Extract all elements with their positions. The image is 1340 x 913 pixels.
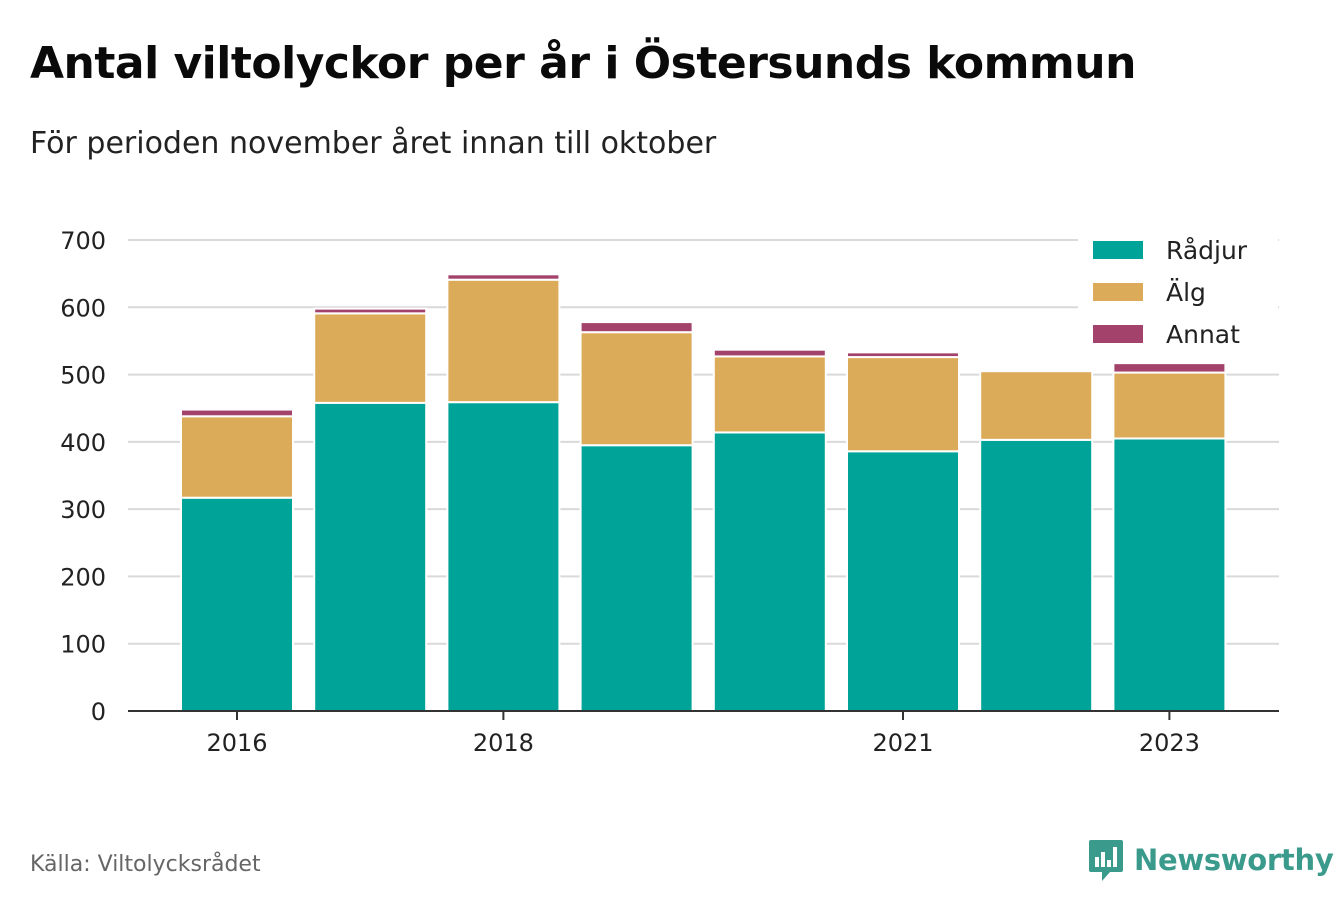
brand-logo[interactable]: Newsworthy xyxy=(1088,838,1334,882)
bar-segment-annat xyxy=(712,348,827,358)
bars xyxy=(180,273,1227,712)
bar-stack xyxy=(579,321,694,712)
y-tick-label: 600 xyxy=(60,294,106,322)
bar-segment-alg xyxy=(579,331,694,447)
bar-stack xyxy=(180,408,294,712)
x-tick-label: 2023 xyxy=(1139,729,1200,757)
y-tick-label: 500 xyxy=(60,362,106,390)
bar-segment-annat xyxy=(446,273,561,281)
bar-segment-alg xyxy=(1112,371,1227,440)
y-tick-label: 700 xyxy=(60,227,106,255)
bar-segment-annat xyxy=(1112,362,1227,374)
legend-swatch xyxy=(1093,325,1143,343)
y-tick-label: 0 xyxy=(91,698,106,726)
bar-segment-annat xyxy=(180,408,294,418)
x-tick-label: 2018 xyxy=(473,729,534,757)
y-tick-label: 400 xyxy=(60,429,106,457)
legend-label: Älg xyxy=(1166,278,1206,307)
axes: 0 100 200 300 400 500 600 700 2016 2018 2021 2023 xyxy=(60,227,1279,757)
bar-segment-radjur xyxy=(846,450,960,712)
bar-stack xyxy=(1112,362,1227,712)
chart-subtitle: För perioden november året innan till ok… xyxy=(30,126,717,161)
bar-segment-radjur xyxy=(579,444,694,712)
bar-segment-alg xyxy=(979,370,1094,441)
bar-segment-annat xyxy=(579,321,694,334)
bar-segment-alg xyxy=(313,312,428,404)
bar-segment-alg xyxy=(446,278,561,404)
y-tick-label: 100 xyxy=(60,631,106,659)
legend-label: Rådjur xyxy=(1166,236,1248,265)
newsworthy-logo-icon xyxy=(1089,840,1123,881)
legend: Rådjur Älg Annat xyxy=(1078,228,1278,358)
brand-name: Newsworthy xyxy=(1134,843,1334,877)
bar-segment-alg xyxy=(846,356,960,453)
bar-segment-radjur xyxy=(979,438,1094,712)
source-note: Källa: Viltolycksrådet xyxy=(30,852,261,877)
bar-segment-radjur xyxy=(313,401,428,712)
y-tick-label: 200 xyxy=(60,563,106,591)
legend-swatch xyxy=(1093,241,1143,259)
bar-segment-annat xyxy=(313,307,428,315)
legend-label: Annat xyxy=(1166,320,1240,349)
bar-segment-alg xyxy=(712,355,827,434)
bar-segment-alg xyxy=(180,415,294,499)
bar-stack xyxy=(313,307,428,712)
bar-stack xyxy=(846,351,960,712)
bar-segment-radjur xyxy=(446,401,561,712)
y-tick-label: 300 xyxy=(60,496,106,524)
bar-segment-radjur xyxy=(712,431,827,712)
bar-segment-radjur xyxy=(180,496,294,712)
bar-stack xyxy=(446,273,561,712)
x-tick-label: 2021 xyxy=(872,729,933,757)
chart-title: Antal viltolyckor per år i Östersunds ko… xyxy=(30,38,1136,89)
bar-segment-radjur xyxy=(1112,437,1227,712)
bar-stack xyxy=(712,348,827,712)
x-tick-label: 2016 xyxy=(206,729,267,757)
legend-swatch xyxy=(1093,283,1143,301)
bar-segment-annat xyxy=(846,351,960,359)
bar-stack xyxy=(979,370,1094,712)
